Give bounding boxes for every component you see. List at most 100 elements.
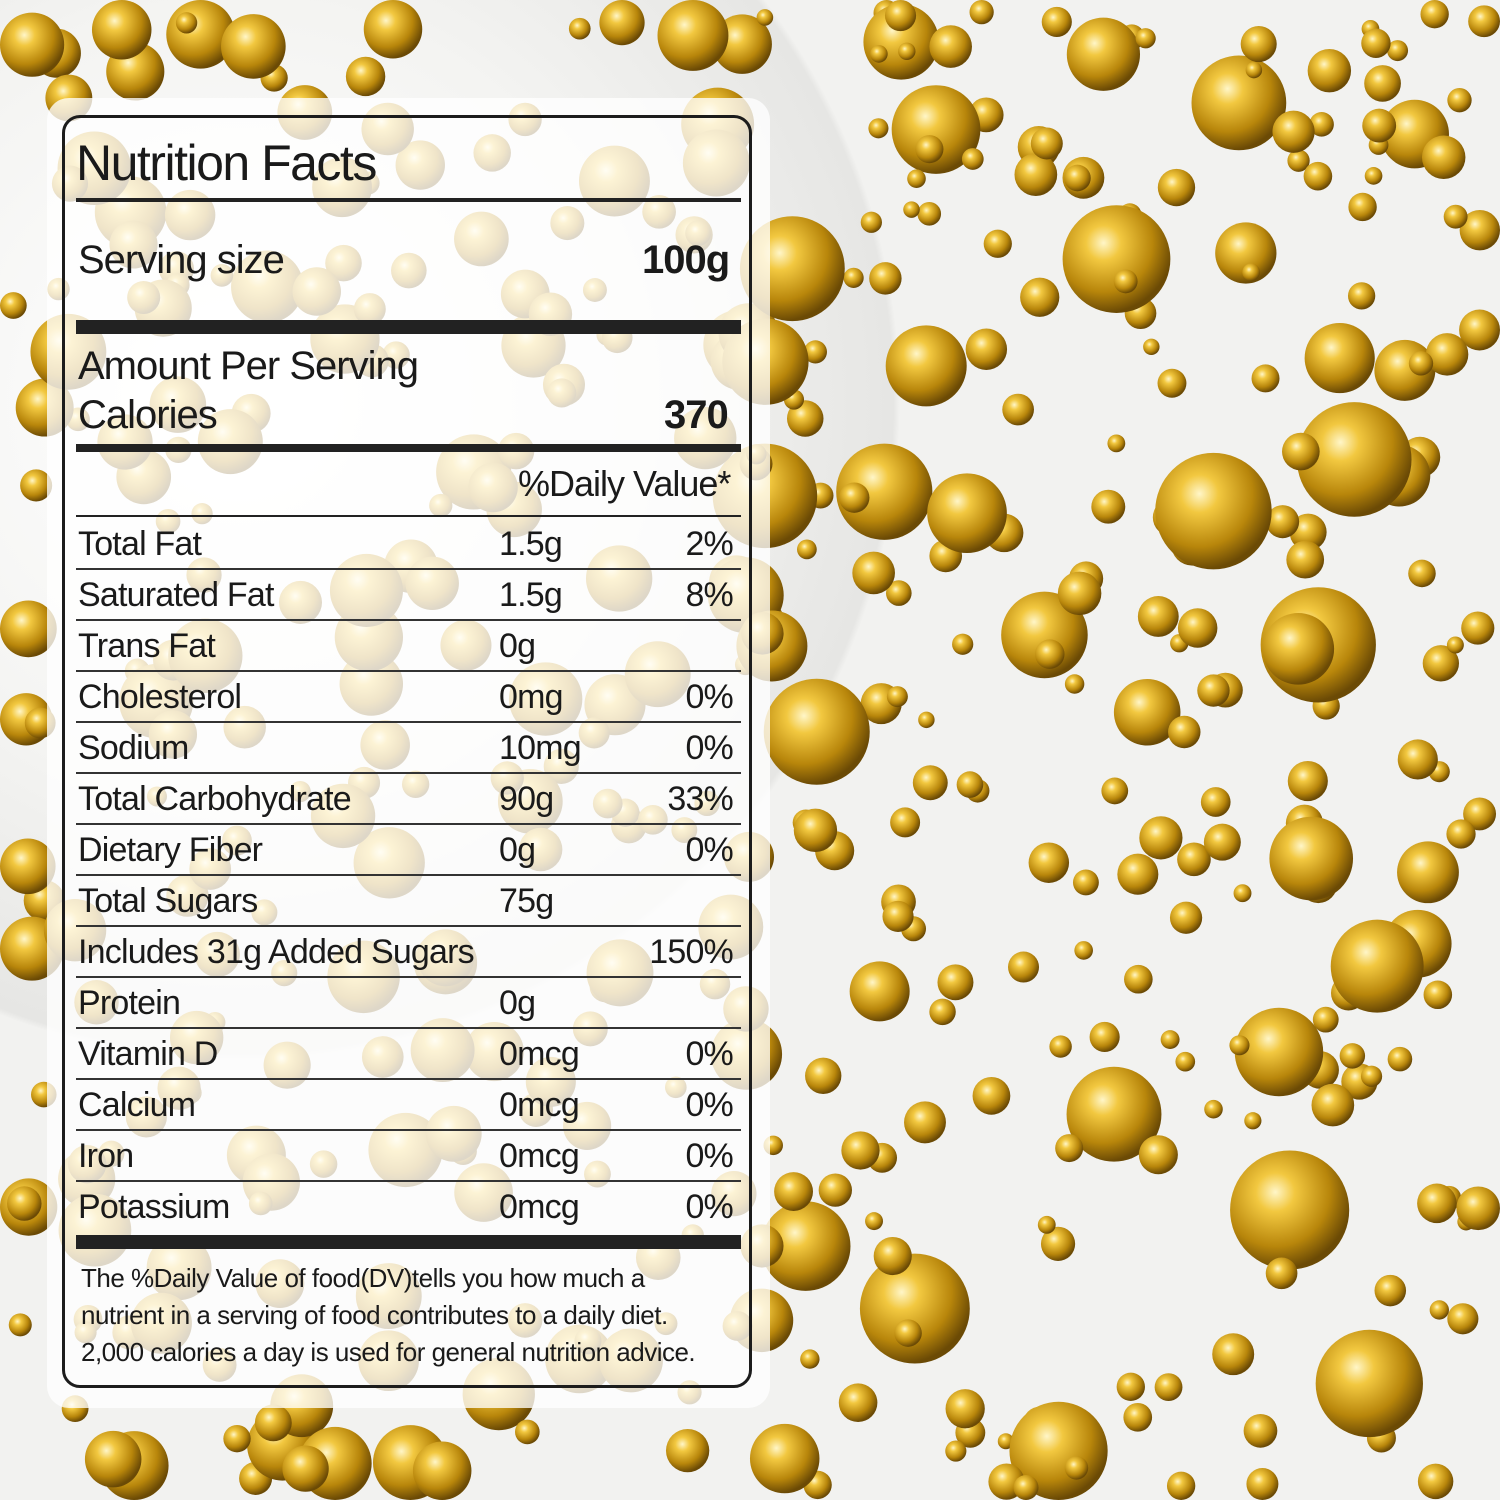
gold-sprinkle [1266,505,1300,539]
gold-sprinkle [1055,1134,1084,1163]
gold-sprinkle [786,400,824,437]
nutrient-name: Dietary Fiber [78,831,263,869]
gold-sprinkle [1013,1475,1039,1500]
gold-sprinkle [805,1057,842,1094]
nutrient-amount: 75g [499,882,554,920]
gold-sprinkle [1137,596,1179,637]
nutrient-name: Calcium [78,1086,196,1124]
gold-sprinkle [860,211,882,233]
gold-sprinkle [84,1430,142,1488]
gold-sprinkle [915,135,944,164]
gold-sprinkle [818,1173,852,1207]
gold-sprinkle [838,1383,878,1422]
gold-sprinkle [1347,282,1376,310]
gold-sprinkle [952,633,974,655]
gold-sprinkle [1423,980,1453,1010]
gold-sprinkle [945,1389,985,1429]
gold-sprinkle [1374,1274,1407,1307]
gold-sprinkle [1339,1043,1366,1069]
gold-sprinkle [1245,61,1263,79]
nutrient-name: Protein [78,984,181,1022]
gold-sprinkle [0,292,27,319]
gold-sprinkle [865,1212,883,1231]
gold-sprinkle [1091,489,1126,524]
gold-sprinkle [1066,1066,1162,1162]
gold-sprinkle [1035,639,1065,669]
nutrient-name: Sodium [78,729,189,767]
gold-sprinkle [1101,777,1129,805]
gold-sprinkle [1425,333,1469,376]
gold-sprinkle [1461,611,1495,645]
gold-sprinkle [1468,5,1500,38]
gold-sprinkle [1072,869,1099,896]
gold-sprinkle [1408,559,1436,588]
gold-sprinkle [1116,1372,1145,1402]
calories-label: Calories [78,393,218,437]
gold-sprinkle [1303,161,1333,191]
gold-sprinkle [1089,1021,1120,1053]
serving-size-value: 100g [642,238,730,282]
gold-sprinkle [756,9,774,26]
gold-sprinkle [1443,204,1468,229]
label-title: Nutrition Facts [76,135,377,191]
nutrient-row: Iron 0mcg 0% [76,1129,741,1182]
gold-sprinkle [1157,168,1196,207]
nutrient-daily-value: 0% [685,831,733,869]
nutrient-name: Cholesterol [78,678,242,716]
nutrient-name: Iron [78,1137,134,1175]
footnote-line: The %Daily Value of food(DV)tells you ho… [81,1263,645,1293]
gold-sprinkle [1139,816,1183,860]
gold-sprinkle [1057,571,1102,616]
gold-sprinkle [1123,1402,1153,1432]
gold-sprinkle [1312,1006,1339,1033]
gold-sprinkle [223,1424,251,1453]
gold-sprinkle [1135,28,1156,49]
gold-sprinkle [929,25,972,68]
gold-sprinkle [1064,674,1085,694]
gold-sprinkle [898,42,916,61]
gold-sprinkle [927,473,1007,553]
nutrient-daily-value: 8% [685,576,733,614]
gold-sprinkle [1074,941,1093,960]
daily-value-header: %Daily Value* [518,463,731,504]
gold-sprinkle [793,808,838,853]
gold-sprinkle [882,900,914,932]
gold-sprinkle [657,0,729,71]
gold-sprinkle [1020,277,1060,317]
nutrient-name: Includes 31g Added Sugars [78,933,475,971]
gold-sprinkle [1417,1183,1457,1224]
gold-sprinkle [869,262,902,295]
gold-sprinkle [412,1441,472,1500]
nutrient-row: Protein 0g [76,976,741,1029]
gold-sprinkle [91,0,152,60]
gold-sprinkle [918,711,935,729]
gold-sprinkle [345,56,386,97]
gold-sprinkle [1138,1135,1178,1175]
gold-sprinkle [749,1423,820,1494]
nutrient-amount: 0g [499,831,536,869]
gold-sprinkle [1160,1030,1180,1050]
nutrient-name: Potassium [78,1188,230,1226]
gold-sprinkle [1269,816,1354,901]
nutrient-row: Vitamin D 0mcg 0% [76,1027,741,1080]
gold-sprinkle [1447,1303,1479,1335]
gold-sprinkle [849,961,910,1022]
gold-sprinkle [1420,0,1449,29]
footnote-line: nutrient in a serving of food contribute… [81,1300,668,1330]
thick-divider [76,320,741,334]
gold-sprinkle [885,325,967,407]
gold-sprinkle [1064,164,1091,192]
nutrient-row: Calcium 0mcg 0% [76,1078,741,1131]
gold-sprinkle [1243,1413,1278,1448]
gold-sprinkle [20,469,53,502]
gold-sprinkle [891,85,981,174]
gold-sprinkle [568,17,591,40]
gold-sprinkle [1166,1471,1196,1500]
gold-sprinkle [1001,591,1088,679]
gold-sprinkle [1408,351,1434,376]
gold-sprinkle [1200,787,1231,817]
gold-sprinkle [1040,1226,1076,1261]
gold-sprinkle [7,1186,42,1221]
gold-sprinkle [1307,49,1352,93]
gold-sprinkle [836,443,933,540]
